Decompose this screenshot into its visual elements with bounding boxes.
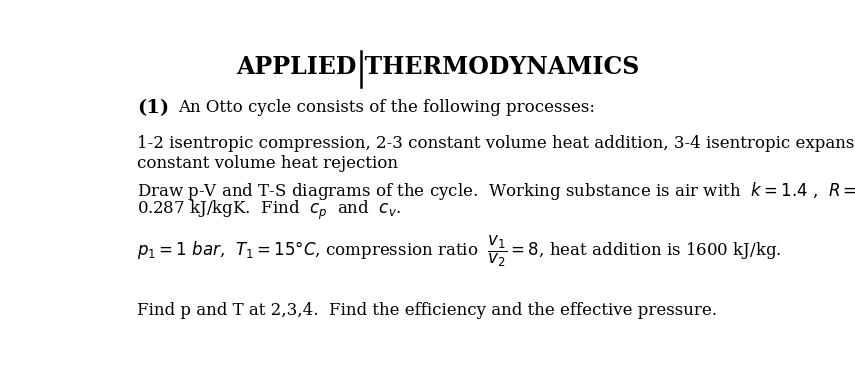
Text: 1-2 isentropic compression, 2-3 constant volume heat addition, 3-4 isentropic ex: 1-2 isentropic compression, 2-3 constant… <box>137 135 855 152</box>
Text: Find p and T at 2,3,4.  Find the efficiency and the effective pressure.: Find p and T at 2,3,4. Find the efficien… <box>137 303 716 319</box>
Text: $p_1 = 1\ bar$,  $T_1 = 15°C$, compression ratio  $\dfrac{v_1}{v_2} = 8$, heat a: $p_1 = 1\ bar$, $T_1 = 15°C$, compressio… <box>137 234 781 269</box>
Text: (1): (1) <box>137 99 168 117</box>
Text: constant volume heat rejection: constant volume heat rejection <box>137 154 398 171</box>
Text: Draw p-V and T-S diagrams of the cycle.  Working substance is air with  $k = 1.4: Draw p-V and T-S diagrams of the cycle. … <box>137 180 855 203</box>
Text: 0.287 kJ/kgK.  Find  $c_p$  and  $c_v$.: 0.287 kJ/kgK. Find $c_p$ and $c_v$. <box>137 199 401 222</box>
Text: APPLIED THERMODYNAMICS: APPLIED THERMODYNAMICS <box>237 55 640 80</box>
Text: An Otto cycle consists of the following processes:: An Otto cycle consists of the following … <box>178 99 595 116</box>
